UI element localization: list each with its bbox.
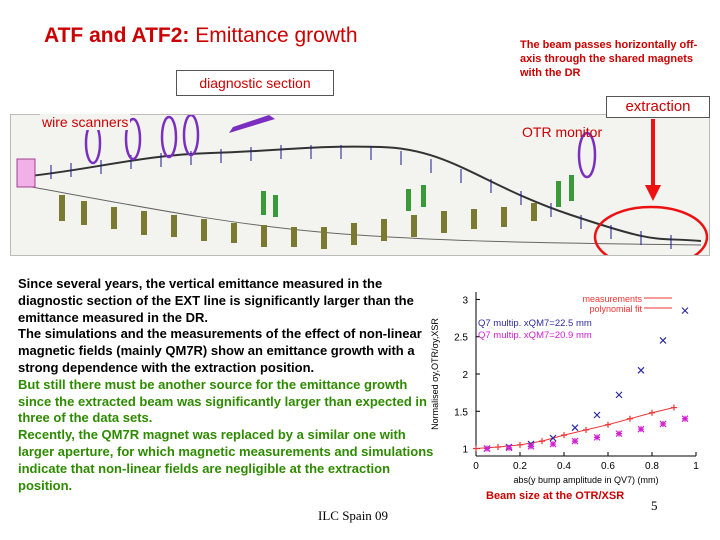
footer-text: ILC Spain 09 <box>318 508 389 523</box>
x-tick-label: 0.6 <box>601 461 615 472</box>
beam-size-plot: 0 0.2 0.4 0.6 0.8 1 1 1.5 2 2.5 3 abs(y bump amplit… <box>428 284 710 490</box>
legend-fit: polynomial fit <box>589 304 642 314</box>
point-measurement <box>473 445 479 452</box>
x-axis-label: abs(y bump amplitude in QV7) (mm) <box>513 475 658 485</box>
damping-ring-path <box>20 184 702 246</box>
point-q7-20 <box>505 444 513 452</box>
beamline-path <box>20 145 702 242</box>
point-q7-22 <box>593 411 601 419</box>
point-q7-20 <box>593 433 601 441</box>
beamline-lattice-diagram <box>10 114 710 256</box>
body-para-1: Since several years, the vertical emitta… <box>18 276 414 325</box>
y-tick-label: 2 <box>462 370 468 381</box>
point-q7-20 <box>659 420 667 428</box>
point-q7-20 <box>549 440 557 448</box>
x-tick-label: 0 <box>473 461 479 472</box>
body-para-4: Recently, the QM7R magnet was replaced b… <box>18 427 434 493</box>
point-measurement <box>627 415 633 422</box>
point-q7-20 <box>527 442 535 450</box>
element-labels-green <box>261 175 574 217</box>
magnet-markers <box>50 145 672 249</box>
point-measurement <box>605 421 611 428</box>
extraction-arrow-head <box>645 185 661 201</box>
diagnostic-arrow <box>229 115 275 133</box>
point-q7-22 <box>681 307 689 315</box>
body-para-2: The simulations and the measurements of … <box>18 326 422 375</box>
y-axis-label: Normalised σy,OTR/σy,XSR <box>430 318 440 430</box>
point-q7-22 <box>637 366 645 374</box>
point-q7-22 <box>571 424 579 432</box>
wire-scanner-4 <box>182 115 200 157</box>
point-measurement <box>495 444 501 451</box>
y-tick-label: 1.5 <box>454 407 468 418</box>
lattice-svg <box>16 115 709 255</box>
point-measurement <box>517 441 523 448</box>
y-tick-label: 1 <box>462 445 468 456</box>
slide-title: ATF and ATF2: Emittance growth <box>44 24 358 48</box>
extraction-circle <box>593 205 709 255</box>
page-number: 5 <box>651 498 658 513</box>
x-tick-label: 1 <box>693 461 699 472</box>
y-tick-label: 2.5 <box>454 333 468 344</box>
point-q7-20 <box>571 437 579 445</box>
diagnostic-section-label: diagnostic section <box>176 70 334 96</box>
plot-svg: 0 0.2 0.4 0.6 0.8 1 1 1.5 2 2.5 3 abs(y bump amplit… <box>430 292 699 485</box>
point-q7-20 <box>681 415 689 423</box>
title-bold: ATF and ATF2: <box>44 24 190 47</box>
point-q7-20 <box>483 445 491 452</box>
otr-ellipse <box>577 131 597 179</box>
point-q7-20 <box>637 425 645 433</box>
annotation-q7-22: Q7 multip. xQM7=22.5 mm <box>478 318 592 329</box>
point-measurement <box>671 404 677 411</box>
otr-monitor-label: OTR monitor <box>522 124 603 140</box>
x-tick-label: 0.2 <box>513 461 527 472</box>
legend-measurements: measurements <box>582 294 642 304</box>
point-measurement <box>539 438 545 445</box>
point-q7-22 <box>549 434 557 442</box>
wire-scanner-3 <box>160 115 178 159</box>
plot-caption: Beam size at the OTR/XSR <box>486 490 625 502</box>
point-measurement <box>583 426 589 433</box>
extraction-label: extraction <box>606 96 710 118</box>
top-note: The beam passes horizontally off-axis th… <box>520 39 698 79</box>
annotation-q7-20: Q7 multip. xQM7=20.9 mm <box>478 330 592 341</box>
point-measurement <box>649 409 655 416</box>
wire-scanners-label: wire scanners <box>40 114 131 130</box>
point-q7-22 <box>615 391 623 399</box>
point-q7-22 <box>659 337 667 344</box>
element-labels <box>59 195 537 249</box>
body-para-3: But still there must be another source f… <box>18 376 427 426</box>
x-tick-label: 0.4 <box>557 461 571 472</box>
x-tick-label: 0.8 <box>645 461 659 472</box>
body-text: Since several years, the vertical emitta… <box>18 276 436 494</box>
point-q7-20 <box>615 430 623 438</box>
wire-scanner-2 <box>124 117 142 161</box>
point-measurement <box>561 432 567 439</box>
title-rest: Emittance growth <box>195 24 358 47</box>
beam-dump-box <box>16 158 36 188</box>
y-tick-label: 3 <box>462 295 468 306</box>
